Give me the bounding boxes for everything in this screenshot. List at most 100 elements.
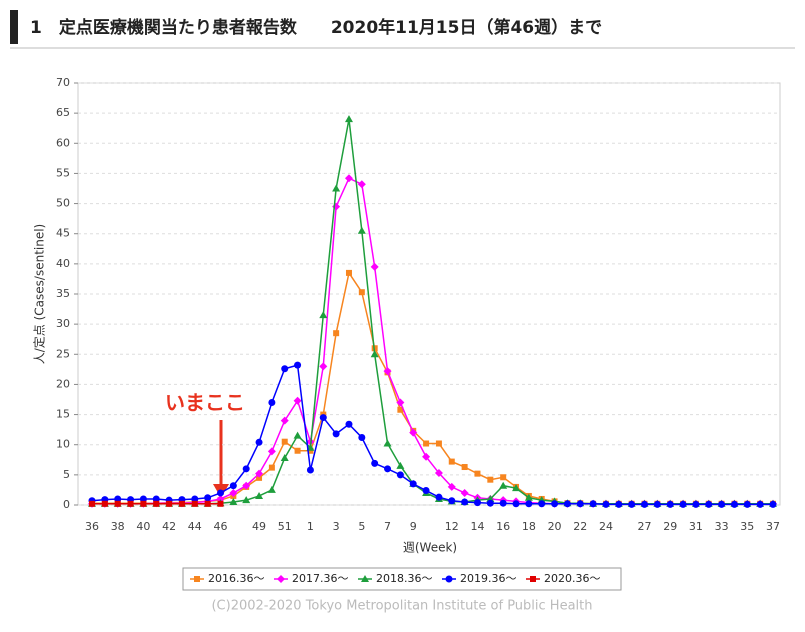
y-tick-label: 5 bbox=[63, 468, 70, 481]
legend-label: 2018.36～ bbox=[376, 572, 433, 585]
data-point bbox=[344, 115, 353, 123]
legend-label: 2019.36～ bbox=[460, 572, 517, 585]
data-point bbox=[357, 226, 366, 234]
x-tick-label: 7 bbox=[384, 520, 391, 533]
data-point bbox=[371, 459, 379, 467]
data-point bbox=[229, 497, 238, 505]
data-point bbox=[447, 482, 456, 491]
credit: (C)2002-2020 Tokyo Metropolitan Institut… bbox=[211, 599, 592, 614]
data-point bbox=[268, 464, 275, 471]
x-tick-label: 40 bbox=[136, 520, 150, 533]
data-point bbox=[486, 494, 495, 502]
data-point bbox=[358, 289, 365, 296]
data-point bbox=[383, 367, 392, 376]
x-tick-label: 16 bbox=[496, 520, 510, 533]
data-point bbox=[89, 500, 95, 507]
data-point bbox=[319, 414, 327, 422]
data-point bbox=[242, 481, 251, 490]
x-axis-label: 週(Week) bbox=[403, 541, 457, 555]
data-point bbox=[191, 500, 198, 507]
data-point bbox=[229, 482, 237, 490]
data-point bbox=[255, 491, 264, 499]
data-point bbox=[333, 330, 340, 337]
data-point bbox=[306, 466, 314, 474]
data-point bbox=[370, 262, 379, 271]
data-point bbox=[358, 433, 366, 441]
data-point bbox=[718, 500, 726, 508]
y-tick-label: 70 bbox=[56, 76, 70, 89]
x-tick-label: 38 bbox=[111, 520, 125, 533]
y-axis-label: 人/定点 (Cases/sentinel) bbox=[32, 224, 47, 365]
data-point bbox=[280, 453, 289, 461]
data-point bbox=[422, 487, 430, 495]
data-point bbox=[140, 500, 147, 507]
data-point bbox=[242, 496, 251, 504]
legend bbox=[182, 567, 622, 591]
x-tick-label: 46 bbox=[213, 520, 227, 533]
data-point bbox=[139, 495, 147, 503]
x-tick-label: 1 bbox=[307, 520, 314, 533]
series-line bbox=[92, 119, 773, 505]
data-point bbox=[242, 465, 250, 473]
data-point bbox=[551, 500, 559, 508]
data-point bbox=[460, 488, 469, 497]
data-point bbox=[589, 500, 597, 508]
data-point bbox=[448, 458, 455, 465]
x-tick-label: 14 bbox=[470, 520, 484, 533]
x-tick-label: 29 bbox=[663, 520, 677, 533]
data-point bbox=[396, 471, 404, 479]
data-point bbox=[666, 500, 674, 508]
data-point bbox=[435, 493, 443, 501]
data-point bbox=[268, 399, 276, 407]
data-point bbox=[500, 474, 507, 481]
data-point bbox=[383, 439, 392, 447]
data-point bbox=[628, 500, 636, 508]
y-tick-label: 20 bbox=[56, 377, 70, 390]
data-point bbox=[345, 269, 352, 276]
data-point bbox=[217, 500, 224, 507]
legend-swatch bbox=[194, 576, 200, 582]
x-tick-label: 9 bbox=[410, 520, 417, 533]
data-point bbox=[293, 431, 302, 439]
data-point bbox=[524, 493, 533, 501]
y-tick-label: 40 bbox=[56, 257, 70, 270]
data-point bbox=[423, 440, 430, 447]
data-point bbox=[204, 494, 212, 502]
x-tick-label: 33 bbox=[715, 520, 729, 533]
data-point bbox=[191, 495, 199, 503]
data-point bbox=[653, 500, 661, 508]
y-tick-label: 65 bbox=[56, 106, 70, 119]
title-marker bbox=[10, 10, 18, 44]
y-tick-label: 30 bbox=[56, 317, 70, 330]
x-tick-label: 12 bbox=[445, 520, 459, 533]
x-tick-label: 27 bbox=[638, 520, 652, 533]
data-point bbox=[267, 485, 276, 493]
data-point bbox=[397, 406, 404, 413]
y-tick-label: 55 bbox=[56, 166, 70, 179]
data-point bbox=[409, 428, 418, 437]
data-point bbox=[281, 365, 289, 373]
x-tick-label: 35 bbox=[740, 520, 754, 533]
data-point bbox=[255, 438, 263, 446]
x-tick-label: 18 bbox=[522, 520, 536, 533]
data-point bbox=[280, 416, 289, 425]
x-tick-label: 31 bbox=[689, 520, 703, 533]
data-point bbox=[384, 465, 392, 473]
data-point bbox=[512, 484, 521, 492]
data-point bbox=[370, 350, 379, 358]
x-tick-label: 3 bbox=[333, 520, 340, 533]
data-point bbox=[153, 500, 160, 507]
x-tick-label: 42 bbox=[162, 520, 176, 533]
data-point bbox=[692, 500, 700, 508]
x-tick-label: 49 bbox=[252, 520, 266, 533]
data-point bbox=[499, 499, 507, 507]
data-point bbox=[576, 500, 584, 508]
data-point bbox=[461, 498, 469, 506]
legend-label: 2020.36～ bbox=[544, 572, 601, 585]
legend-label: 2017.36～ bbox=[292, 572, 349, 585]
data-point bbox=[344, 174, 353, 183]
data-point bbox=[422, 452, 431, 461]
series-line bbox=[92, 271, 773, 505]
data-point bbox=[267, 447, 276, 456]
